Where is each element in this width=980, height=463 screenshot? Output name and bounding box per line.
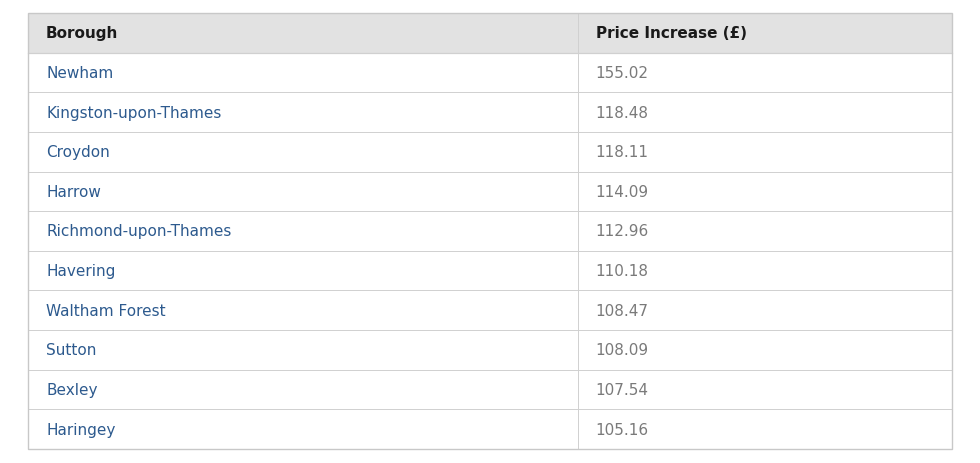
Text: Haringey: Haringey: [46, 422, 116, 437]
Text: Richmond-upon-Thames: Richmond-upon-Thames: [46, 224, 231, 239]
Bar: [28, 212, 952, 251]
Text: Newham: Newham: [46, 66, 114, 81]
Bar: [28, 14, 952, 54]
Bar: [28, 251, 952, 291]
Text: 118.48: 118.48: [596, 106, 649, 120]
Text: Waltham Forest: Waltham Forest: [46, 303, 166, 318]
Text: 105.16: 105.16: [596, 422, 649, 437]
Text: Borough: Borough: [46, 26, 119, 41]
Text: Havering: Havering: [46, 263, 116, 279]
Text: Bexley: Bexley: [46, 382, 97, 397]
Bar: [28, 172, 952, 212]
Text: 112.96: 112.96: [596, 224, 649, 239]
Text: Harrow: Harrow: [46, 184, 101, 200]
Bar: [28, 291, 952, 331]
Text: 108.47: 108.47: [596, 303, 649, 318]
Text: 107.54: 107.54: [596, 382, 649, 397]
Text: 118.11: 118.11: [596, 145, 649, 160]
Text: Sutton: Sutton: [46, 343, 96, 357]
Bar: [28, 93, 952, 132]
Text: Price Increase (£): Price Increase (£): [596, 26, 747, 41]
Bar: [28, 370, 952, 409]
Text: 114.09: 114.09: [596, 184, 649, 200]
Bar: [28, 54, 952, 93]
Text: Kingston-upon-Thames: Kingston-upon-Thames: [46, 106, 221, 120]
Bar: [28, 132, 952, 172]
Text: 108.09: 108.09: [596, 343, 649, 357]
Bar: [28, 331, 952, 370]
Text: Croydon: Croydon: [46, 145, 110, 160]
Text: 155.02: 155.02: [596, 66, 649, 81]
Text: 110.18: 110.18: [596, 263, 649, 279]
Bar: [28, 409, 952, 449]
